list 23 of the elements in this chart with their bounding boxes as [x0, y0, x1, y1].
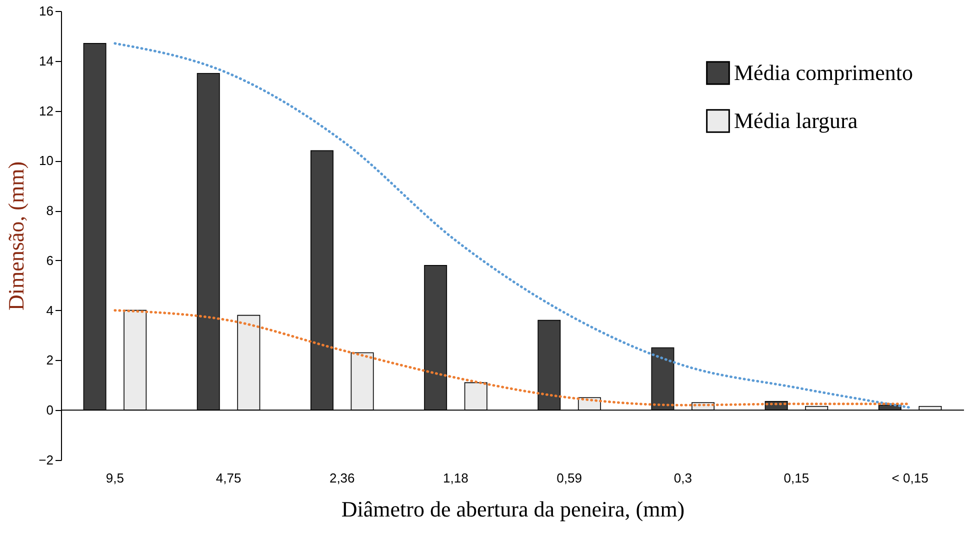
- legend-label: Média comprimento: [734, 60, 914, 85]
- y-tick-label: 10: [39, 153, 54, 168]
- line-series: [114, 42, 912, 409]
- y-tick-label: 4: [46, 302, 54, 318]
- y-tick-label: 6: [46, 252, 54, 268]
- y-tick-label: 2: [46, 352, 54, 368]
- x-tick-label: 4,75: [216, 470, 242, 486]
- x-axis-title: Diâmetro de abertura da peneira, (mm): [341, 496, 685, 522]
- y-axis-title: Dimensão, (mm): [4, 161, 29, 311]
- y-tick-label: 16: [39, 4, 54, 18]
- x-tick-label: < 0,15: [892, 470, 928, 486]
- x-tick-label: 2,36: [329, 470, 355, 486]
- y-tick-label: 14: [39, 53, 54, 68]
- y-tick-label: 12: [39, 103, 54, 118]
- x-tick-label: 0,3: [674, 470, 692, 486]
- x-tick-label: 1,18: [443, 470, 468, 486]
- y-tick-label: −2: [38, 452, 54, 468]
- y-tick-label: 0: [46, 402, 54, 418]
- legend-label: Média largura: [734, 108, 858, 133]
- y-tick-label: 8: [46, 203, 54, 218]
- x-tick-label: 0,59: [556, 470, 582, 486]
- x-tick-label: 9,5: [106, 470, 124, 486]
- x-tick-label: 0,15: [784, 470, 810, 486]
